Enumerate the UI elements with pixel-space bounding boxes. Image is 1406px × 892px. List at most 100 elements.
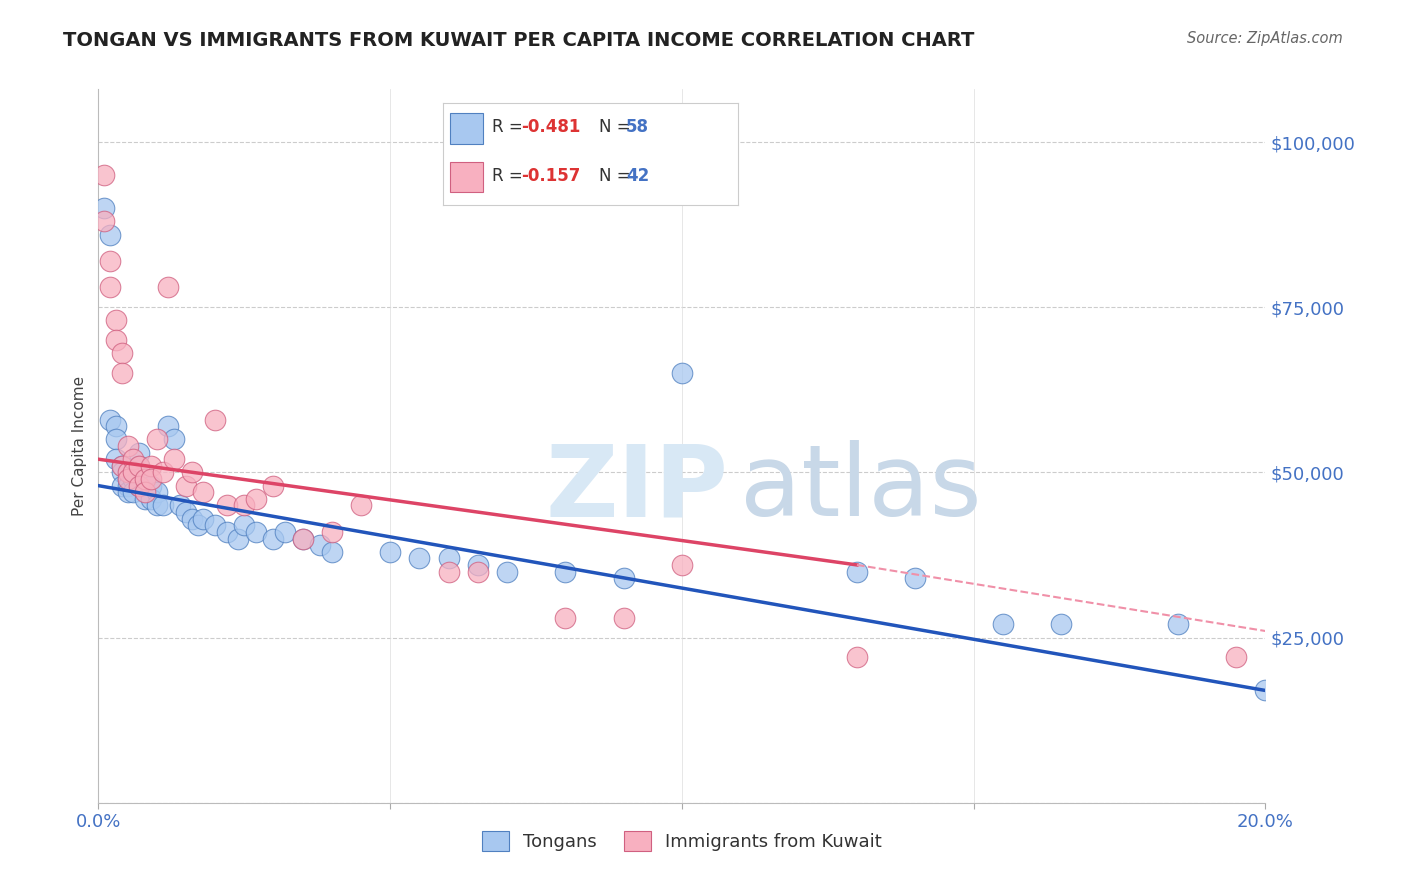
Point bbox=[104, 419, 127, 434]
Point bbox=[117, 466, 139, 480]
Point bbox=[152, 466, 174, 480]
Text: TONGAN VS IMMIGRANTS FROM KUWAIT PER CAPITA INCOME CORRELATION CHART: TONGAN VS IMMIGRANTS FROM KUWAIT PER CAP… bbox=[63, 31, 974, 50]
Point bbox=[991, 617, 1014, 632]
Text: R =: R = bbox=[492, 167, 527, 185]
Point bbox=[104, 333, 127, 347]
Point bbox=[612, 611, 634, 625]
Point bbox=[104, 452, 127, 467]
Point bbox=[291, 532, 314, 546]
Point bbox=[98, 254, 121, 268]
Text: R =: R = bbox=[492, 119, 527, 136]
Text: Source: ZipAtlas.com: Source: ZipAtlas.com bbox=[1187, 31, 1343, 46]
Point bbox=[139, 491, 162, 506]
Point bbox=[117, 472, 139, 486]
Point bbox=[128, 458, 150, 473]
Point bbox=[262, 478, 284, 492]
Point bbox=[93, 168, 115, 182]
Point bbox=[98, 227, 121, 242]
Point bbox=[169, 499, 191, 513]
Point bbox=[193, 511, 215, 525]
Point bbox=[291, 532, 314, 546]
Point bbox=[146, 485, 169, 500]
Point bbox=[98, 412, 121, 426]
Point bbox=[274, 524, 297, 539]
Point bbox=[671, 558, 693, 572]
Point bbox=[128, 445, 150, 459]
FancyBboxPatch shape bbox=[450, 161, 482, 193]
Point bbox=[437, 565, 460, 579]
Text: atlas: atlas bbox=[741, 441, 981, 537]
Point bbox=[93, 214, 115, 228]
Point bbox=[309, 538, 332, 552]
Point bbox=[134, 472, 156, 486]
Point bbox=[350, 499, 373, 513]
Point bbox=[122, 472, 145, 486]
Point bbox=[122, 466, 145, 480]
Point bbox=[134, 485, 156, 500]
FancyBboxPatch shape bbox=[450, 113, 482, 144]
Point bbox=[204, 412, 226, 426]
Point bbox=[117, 478, 139, 492]
Point bbox=[98, 280, 121, 294]
Point bbox=[174, 478, 197, 492]
Point bbox=[111, 458, 134, 473]
Point bbox=[117, 485, 139, 500]
Point bbox=[134, 491, 156, 506]
Point bbox=[122, 485, 145, 500]
Point bbox=[1225, 650, 1247, 665]
Point bbox=[128, 458, 150, 473]
Point bbox=[380, 545, 402, 559]
Point bbox=[122, 466, 145, 480]
Point bbox=[215, 499, 238, 513]
Point bbox=[134, 485, 156, 500]
Point bbox=[408, 551, 430, 566]
Point bbox=[157, 419, 180, 434]
Point bbox=[1167, 617, 1189, 632]
Point bbox=[554, 565, 576, 579]
Legend: Tongans, Immigrants from Kuwait: Tongans, Immigrants from Kuwait bbox=[474, 823, 890, 858]
Point bbox=[122, 452, 145, 467]
Point bbox=[146, 499, 169, 513]
Point bbox=[215, 524, 238, 539]
Point bbox=[612, 571, 634, 585]
Point bbox=[204, 518, 226, 533]
Text: -0.481: -0.481 bbox=[522, 119, 581, 136]
Point bbox=[163, 452, 186, 467]
Point bbox=[139, 478, 162, 492]
Point bbox=[437, 551, 460, 566]
Text: 58: 58 bbox=[626, 119, 650, 136]
Point bbox=[111, 478, 134, 492]
Point bbox=[233, 518, 256, 533]
Point bbox=[104, 313, 127, 327]
Y-axis label: Per Capita Income: Per Capita Income bbox=[72, 376, 87, 516]
Point bbox=[467, 565, 489, 579]
Point bbox=[262, 532, 284, 546]
Point bbox=[117, 466, 139, 480]
Point bbox=[111, 367, 134, 381]
Point bbox=[846, 565, 869, 579]
Point bbox=[93, 201, 115, 215]
Point bbox=[111, 466, 134, 480]
Text: ZIP: ZIP bbox=[546, 441, 728, 537]
Point bbox=[128, 478, 150, 492]
Point bbox=[193, 485, 215, 500]
Point bbox=[467, 558, 489, 572]
Point bbox=[321, 545, 343, 559]
Point bbox=[180, 466, 202, 480]
Point bbox=[1050, 617, 1073, 632]
Point bbox=[111, 458, 134, 473]
Point bbox=[245, 524, 267, 539]
Point bbox=[134, 472, 156, 486]
Text: 42: 42 bbox=[626, 167, 650, 185]
Point bbox=[496, 565, 519, 579]
Point bbox=[228, 532, 250, 546]
Point bbox=[157, 280, 180, 294]
Point bbox=[139, 458, 162, 473]
Point bbox=[111, 346, 134, 360]
Point bbox=[1254, 683, 1277, 698]
Point bbox=[554, 611, 576, 625]
Point bbox=[146, 433, 169, 447]
Point bbox=[117, 439, 139, 453]
Point bbox=[904, 571, 927, 585]
Point bbox=[139, 472, 162, 486]
